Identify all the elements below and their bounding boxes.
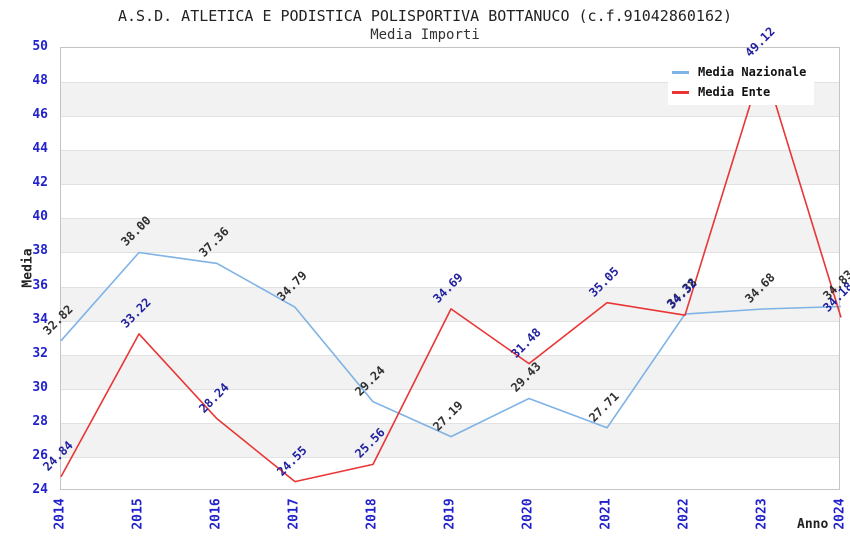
y-tick-label: 30: [32, 379, 48, 395]
grid-band: [61, 422, 839, 457]
x-tick-label: 2024: [832, 498, 848, 530]
plot-area: [60, 47, 842, 490]
gridline: [61, 422, 839, 424]
gridline: [61, 286, 839, 288]
x-tick-label: 2020: [520, 498, 536, 530]
grid-band: [61, 150, 839, 185]
series-line-media-ente: [60, 62, 842, 483]
gridline: [61, 116, 839, 118]
y-tick-label: 50: [32, 39, 48, 54]
grid-band: [61, 354, 839, 389]
chart-title: A.S.D. ATLETICA E PODISTICA POLISPORTIVA…: [117, 7, 733, 25]
gridline: [61, 252, 839, 254]
gridline: [61, 456, 839, 458]
legend-label: Media Nazionale: [698, 65, 807, 79]
gridline: [61, 320, 839, 322]
grid-band: [61, 286, 839, 321]
line-swatch-icon: [672, 90, 689, 94]
gridline: [61, 218, 839, 220]
x-axis-title: Anno: [797, 517, 829, 532]
y-tick-label: 40: [32, 209, 48, 225]
x-tick-label: 2019: [442, 498, 458, 530]
y-tick-label: 32: [32, 345, 48, 361]
gridline: [61, 354, 839, 356]
x-tick-label: 2014: [52, 498, 68, 530]
y-tick-label: 36: [32, 277, 48, 293]
series-line-media-nazionale: [60, 251, 842, 438]
x-tick-label: 2018: [364, 498, 380, 530]
y-tick-label: 28: [32, 413, 48, 429]
gridline: [61, 150, 839, 152]
x-tick-label: 2023: [754, 498, 770, 530]
x-tick-label: 2022: [676, 498, 692, 530]
legend-item-media-nazionale: Media Nazionale: [672, 62, 810, 82]
legend-item-media-ente: Media Ente: [672, 82, 810, 102]
y-tick-label: 38: [32, 243, 48, 259]
y-tick-label: 34: [32, 311, 48, 327]
y-tick-label: 48: [32, 73, 48, 89]
line-swatch-icon: [672, 70, 689, 74]
x-tick-label: 2017: [286, 498, 302, 530]
x-tick-label: 2021: [598, 498, 614, 530]
series-lines: [60, 62, 842, 483]
y-tick-label: 46: [32, 107, 48, 123]
y-tick-label: 26: [32, 447, 48, 463]
x-tick-label: 2015: [130, 498, 146, 530]
y-tick-label: 42: [32, 175, 48, 191]
y-tick-label: 24: [32, 482, 48, 497]
x-tick-label: 2016: [208, 498, 224, 530]
legend: Media Nazionale Media Ente: [668, 59, 814, 105]
chart-subtitle: Media Importi: [370, 27, 480, 43]
gridline: [61, 184, 839, 186]
gridline: [61, 82, 839, 84]
legend-label: Media Ente: [698, 85, 771, 99]
y-tick-label: 44: [32, 141, 48, 157]
gridline: [61, 388, 839, 390]
